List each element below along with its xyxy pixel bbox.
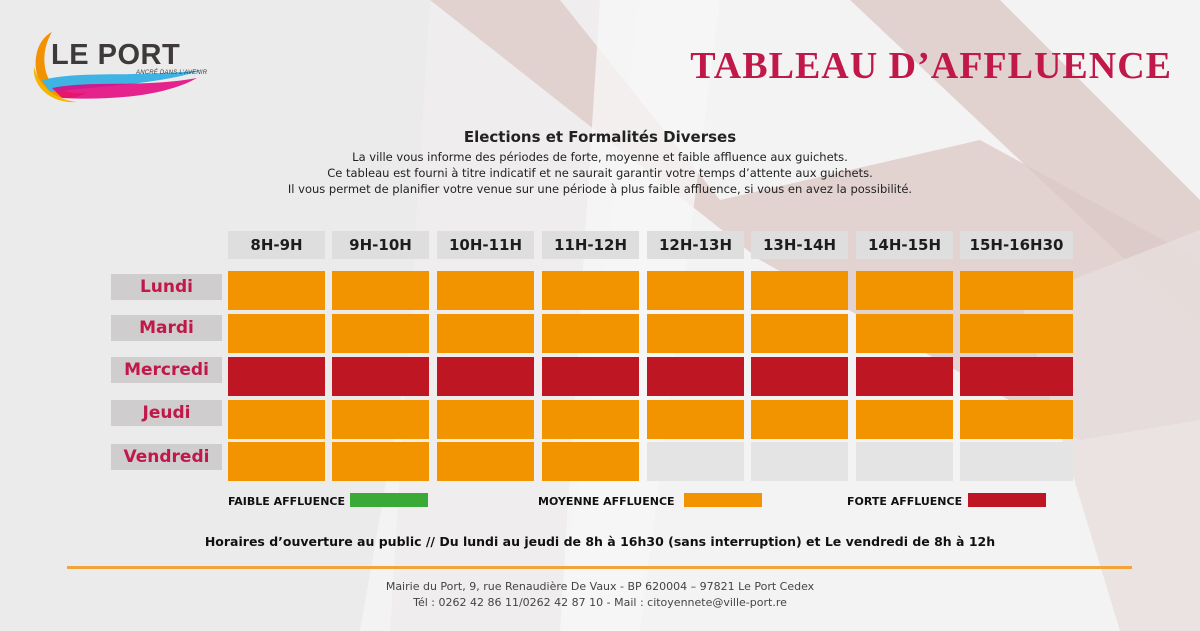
legend-label-moyenne: MOYENNE AFFLUENCE bbox=[538, 495, 675, 508]
intro-line: Ce tableau est fourni à titre indicatif … bbox=[327, 166, 873, 180]
page-title: TABLEAU D’AFFLUENCE bbox=[690, 45, 1172, 87]
footer-address: Mairie du Port, 9, rue Renaudière De Vau… bbox=[385, 580, 815, 593]
section-subtitle: Elections et Formalités Diverses bbox=[463, 128, 737, 146]
legend-swatch-faible bbox=[350, 493, 428, 507]
opening-hours-note: Horaires d’ouverture au public // Du lun… bbox=[204, 534, 996, 549]
legend-swatch-forte bbox=[968, 493, 1046, 507]
logo-swoosh-icon bbox=[33, 32, 202, 103]
footer-contact: Tél : 0262 42 86 11/0262 42 87 10 - Mail… bbox=[413, 596, 787, 609]
legend-label-forte: FORTE AFFLUENCE bbox=[847, 495, 963, 508]
le-port-logo: LE PORT ANCRÉ DANS L'AVENIR bbox=[22, 22, 222, 112]
legend-swatch-moyenne bbox=[684, 493, 762, 507]
intro-block: Elections et Formalités Diverses La vill… bbox=[190, 128, 1010, 197]
intro-line: La ville vous informe des périodes de fo… bbox=[352, 150, 848, 164]
legend-label-faible: FAIBLE AFFLUENCE bbox=[228, 495, 345, 508]
intro-line: Il vous permet de planifier votre venue … bbox=[287, 182, 913, 196]
logo-name: LE PORT bbox=[51, 39, 181, 71]
footer-divider bbox=[67, 566, 1132, 569]
footer: Mairie du Port, 9, rue Renaudière De Vau… bbox=[200, 579, 1000, 611]
logo-tagline: ANCRÉ DANS L'AVENIR bbox=[136, 70, 208, 76]
